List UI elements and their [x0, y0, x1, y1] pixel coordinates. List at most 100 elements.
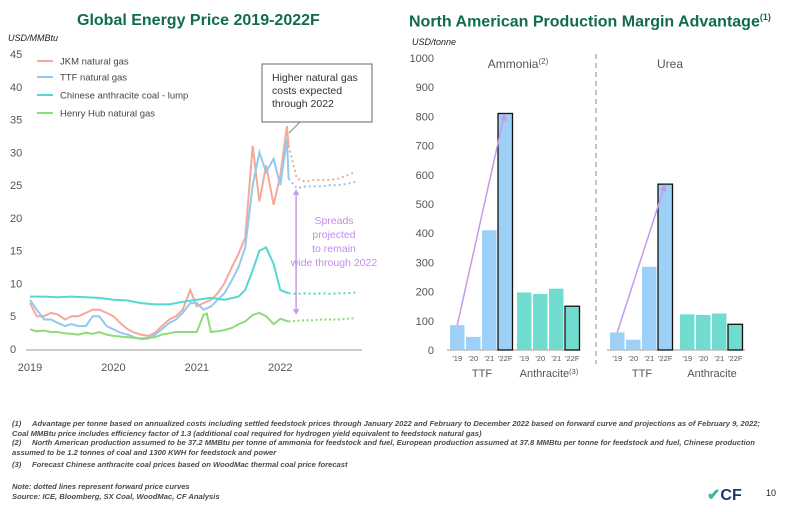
series-line-forecast: [287, 145, 356, 183]
energy-price-line-chart: 0 5 10 15 20 25 30 35 40 45 2019 2020 2021 2022 JKM na…: [10, 49, 378, 374]
trend-arrow: [616, 189, 664, 333]
bar-category-label: '22F: [565, 354, 580, 363]
bar: [680, 314, 695, 350]
footnote-2-number: (2): [12, 438, 22, 447]
bar-category-label: '21: [714, 354, 724, 363]
footnote-3: (3) Forecast Chinese anthracite coal pric…: [12, 460, 772, 470]
panel-title: Urea: [657, 57, 683, 71]
left-y-tick-label: 10: [10, 278, 22, 290]
right-y-tick-label: 400: [416, 228, 434, 240]
left-chart-unit: USD/MMBtu: [8, 33, 59, 43]
footnote-1-text: Advantage per tonne based on annualized …: [12, 419, 760, 438]
bar: [533, 293, 548, 350]
left-x-tick-label: 2019: [18, 362, 42, 374]
series-line-forecast: [287, 177, 356, 190]
left-y-tick-label: 45: [10, 49, 22, 61]
trend-arrow-head: [500, 113, 508, 122]
bar: [642, 266, 657, 350]
logo-text: CF: [720, 487, 742, 504]
page-number: 10: [766, 488, 777, 498]
left-x-tick-label: 2021: [185, 362, 209, 374]
bar: [657, 183, 674, 351]
right-chart-title-text: North American Production Margin Advanta…: [409, 13, 760, 31]
right-chart-unit: USD/tonne: [412, 37, 457, 47]
bar: [549, 288, 564, 350]
spread-annotation-text: Spreads: [314, 215, 353, 227]
right-y-tick-label: 1000: [410, 53, 434, 65]
bar-group-label: Anthracite(3): [520, 367, 579, 380]
annotation-text: Higher natural gas: [272, 72, 358, 84]
bar-category-label: '21: [484, 354, 494, 363]
right-y-tick-label: 800: [416, 111, 434, 123]
bar: [727, 323, 744, 351]
bar: [564, 305, 581, 351]
left-x-tick-label: 2020: [101, 362, 125, 374]
series-line-actual: [29, 125, 290, 337]
right-chart-title: North American Production Margin Advanta…: [409, 12, 771, 31]
bar-category-label: '22F: [728, 354, 743, 363]
footnote-3-number: (3): [12, 460, 22, 469]
series-line-actual: [29, 139, 290, 341]
bar-category-label: '20: [468, 354, 478, 363]
bar-category-label: '19: [519, 354, 529, 363]
bar: [626, 339, 641, 350]
bar: [517, 292, 532, 350]
annotation-text: through 2022: [272, 98, 334, 110]
bar: [497, 112, 514, 351]
annotation-box: [261, 63, 373, 123]
left-y-tick-label: 0: [10, 344, 16, 356]
trend-arrow: [456, 119, 504, 326]
note-dotted-lines: Note: dotted lines represent forward pri…: [12, 482, 190, 491]
left-y-tick-label: 30: [10, 147, 22, 159]
right-y-tick-label: 700: [416, 141, 434, 153]
spread-arrow-head-up: [292, 189, 300, 195]
right-y-tick-label: 600: [416, 170, 434, 182]
right-y-tick-label: 300: [416, 257, 434, 269]
series-line-actual: [29, 311, 289, 340]
footnote-1-number: (1): [12, 419, 22, 428]
left-x-tick-label: 2022: [268, 362, 292, 374]
legend-label: Henry Hub natural gas: [60, 109, 155, 120]
right-y-tick-label: 100: [416, 316, 434, 328]
right-y-tick-label: 500: [416, 199, 434, 211]
legend-label: Chinese anthracite coal - lump: [60, 91, 188, 102]
series-line-forecast: [288, 291, 356, 295]
bar-category-label: '19: [612, 354, 622, 363]
right-y-tick-label: 200: [416, 287, 434, 299]
spread-arrow-head-down: [292, 309, 300, 315]
bar: [482, 230, 497, 350]
panel-title: Ammonia(2): [488, 57, 549, 71]
left-chart-title: Global Energy Price 2019-2022F: [77, 12, 320, 29]
spread-annotation-text: projected: [312, 229, 355, 241]
series-line-actual: [30, 246, 289, 306]
annotation-text: costs expected: [272, 85, 342, 97]
bar: [450, 325, 465, 350]
right-chart-title-sup: (1): [759, 12, 771, 22]
right-y-tick-label: 0: [428, 345, 434, 357]
bar-category-label: '19: [452, 354, 462, 363]
series-line-forecast: [288, 317, 356, 323]
margin-advantage-bar-chart: 0 100 200 300 400 500 600 700 800 900 1000 Ammonia(…: [410, 53, 745, 380]
legend-label: TTF natural gas: [60, 73, 127, 84]
bar-category-label: '22F: [498, 354, 513, 363]
bar-category-label: '20: [698, 354, 708, 363]
bar-category-label: '19: [682, 354, 692, 363]
left-y-tick-label: 15: [10, 246, 22, 258]
bar-category-label: '21: [644, 354, 654, 363]
left-y-tick-label: 5: [10, 311, 16, 323]
bar: [696, 314, 711, 350]
logo-chevron-icon: ✔︎: [707, 487, 721, 504]
left-y-tick-label: 25: [10, 180, 22, 192]
bar-category-label: '20: [628, 354, 638, 363]
bar: [712, 313, 727, 350]
bar-group-label: TTF: [632, 368, 652, 380]
spread-annotation-text: wide through 2022: [290, 257, 378, 269]
bar-group-label: TTF: [472, 368, 492, 380]
footnote-2: (2) North American production assumed to …: [12, 438, 772, 457]
spread-annotation-text: to remain: [312, 243, 356, 255]
footnote-1: (1) Advantage per tonne based on annualiz…: [12, 419, 772, 438]
footnote-3-text: Forecast Chinese anthracite coal prices …: [32, 460, 348, 469]
bar-category-label: '21: [551, 354, 561, 363]
bar: [466, 336, 481, 350]
cf-logo: ✔︎CF: [707, 485, 742, 505]
